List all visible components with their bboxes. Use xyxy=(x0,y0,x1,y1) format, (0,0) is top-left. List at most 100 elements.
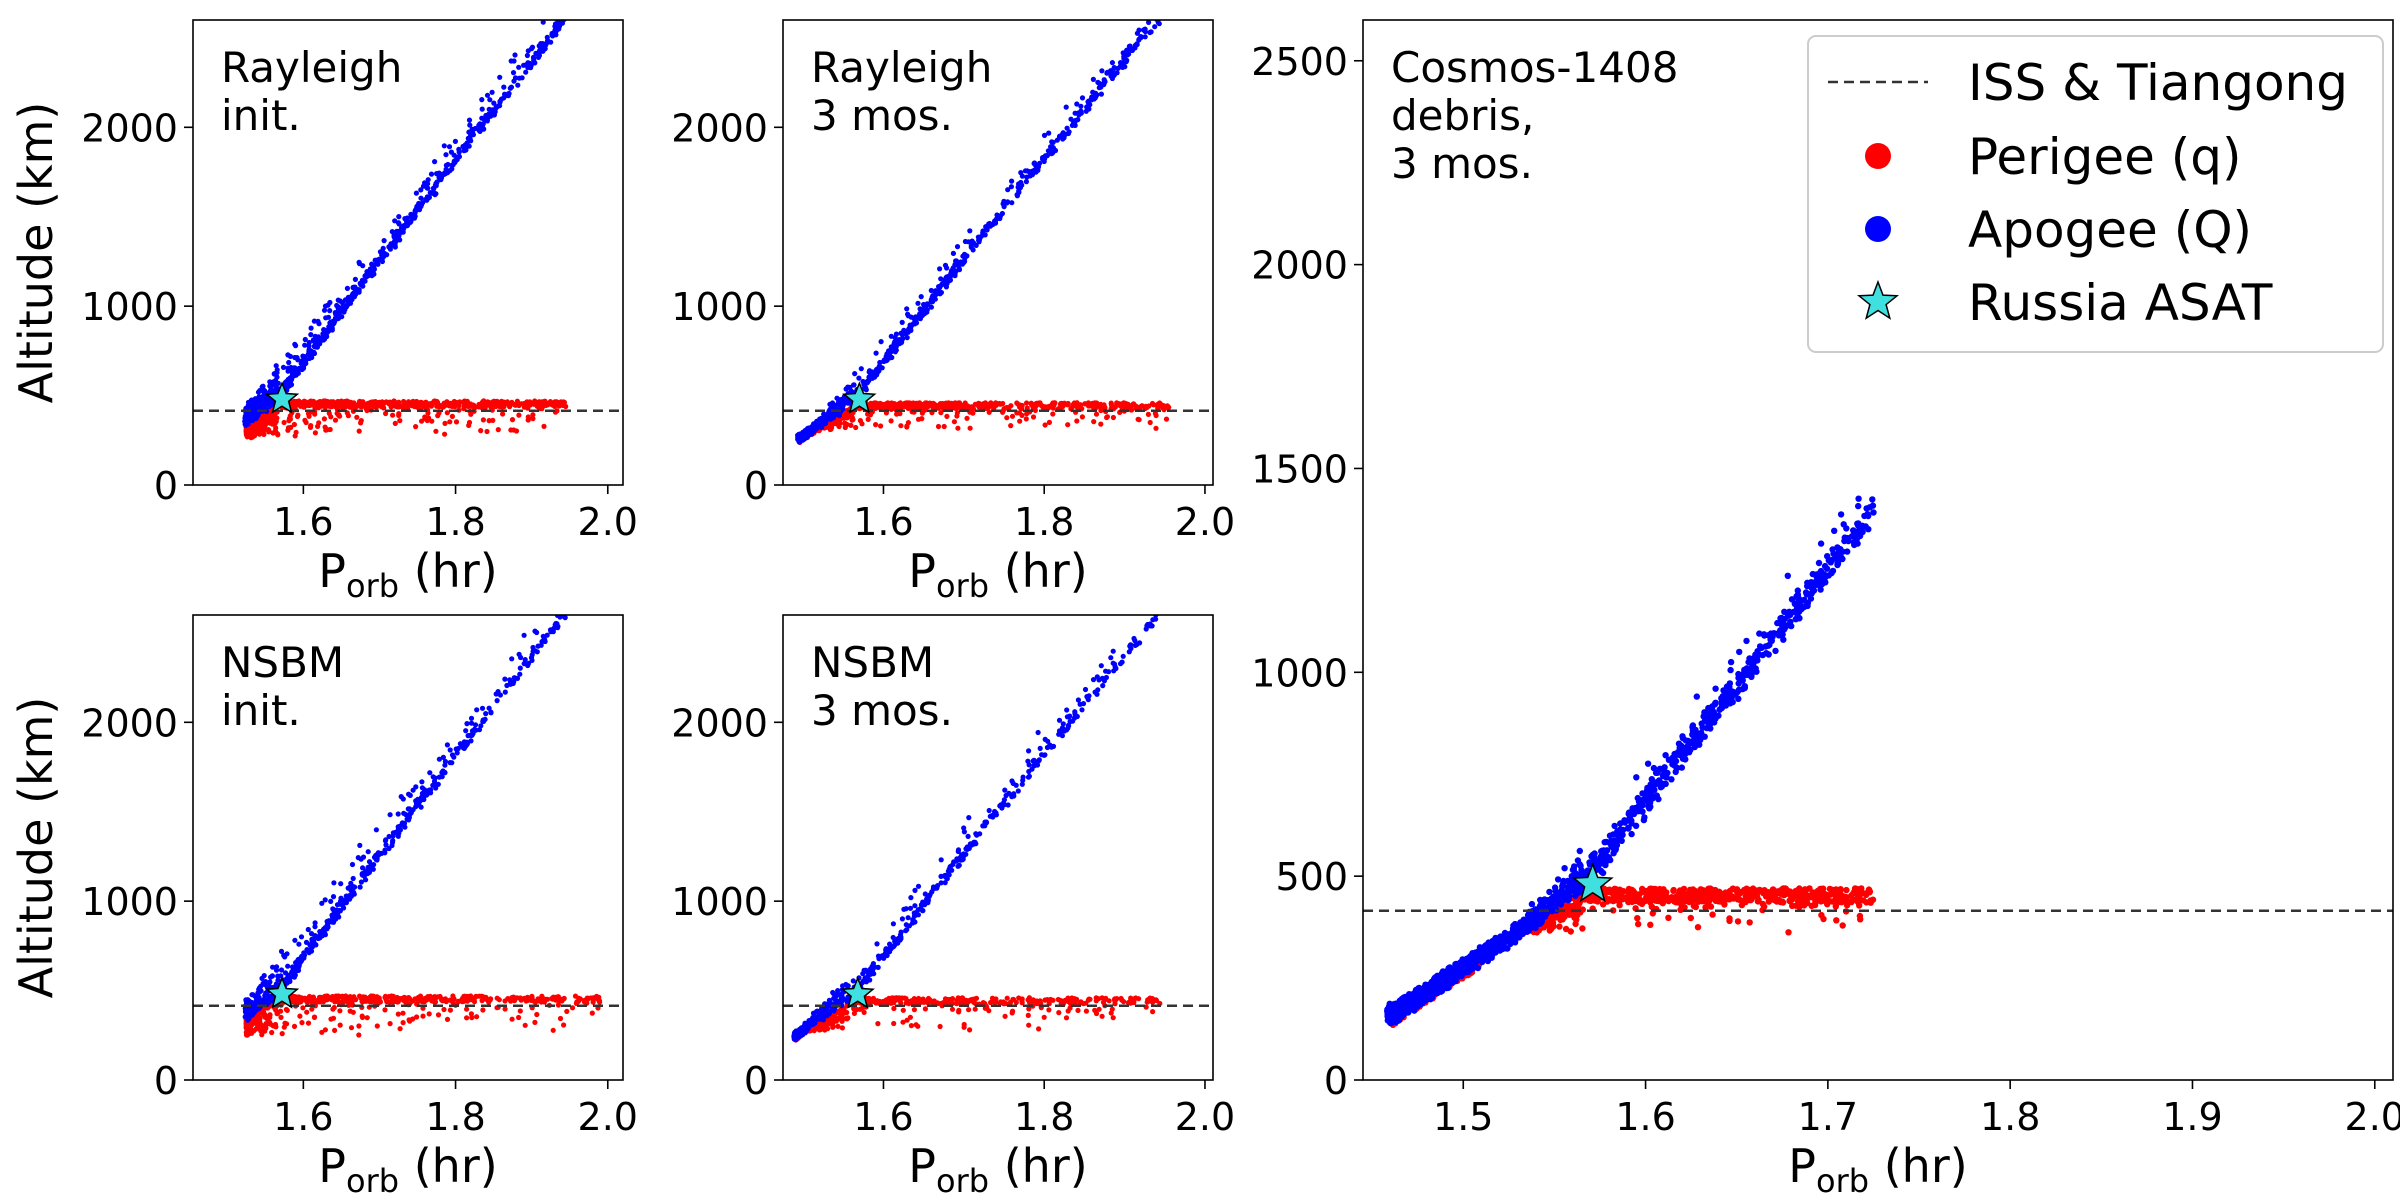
apogee-point xyxy=(410,787,416,793)
perigee-point xyxy=(466,419,473,426)
perigee-point xyxy=(356,428,362,434)
perigee-point xyxy=(955,425,961,431)
perigee-point xyxy=(1129,407,1135,413)
perigee-point xyxy=(536,404,543,410)
perigee-point xyxy=(296,398,302,404)
perigee-point xyxy=(449,413,455,419)
apogee-point xyxy=(1037,160,1043,166)
apogee-point xyxy=(1160,10,1165,15)
perigee-point xyxy=(300,401,306,407)
perigee-point xyxy=(248,1022,254,1028)
apogee-point xyxy=(484,92,491,98)
perigee-point xyxy=(367,998,373,1005)
apogee-point xyxy=(1136,36,1142,42)
perigee-point xyxy=(1030,414,1037,420)
perigee-point xyxy=(1155,401,1161,407)
perigee-point xyxy=(431,398,437,404)
apogee-point xyxy=(959,261,966,267)
apogee-point xyxy=(1111,65,1117,71)
perigee-point xyxy=(453,419,460,425)
apogee-point xyxy=(1034,165,1040,171)
apogee-point xyxy=(502,676,508,682)
x-axis-label: Porb (hr) xyxy=(318,544,497,605)
perigee-point xyxy=(470,404,477,410)
perigee-point xyxy=(447,1007,453,1013)
apogee-point xyxy=(479,97,485,103)
perigee-point xyxy=(490,417,496,423)
perigee-point xyxy=(253,1020,259,1026)
apogee-point xyxy=(1009,178,1015,184)
perigee-point xyxy=(450,993,456,999)
perigee-point xyxy=(1123,400,1129,407)
apogee-point xyxy=(571,590,576,595)
apogee-point xyxy=(552,23,558,29)
apogee-point xyxy=(510,70,517,76)
apogee-point xyxy=(802,431,809,437)
perigee-point xyxy=(307,424,314,430)
perigee-point xyxy=(564,1008,570,1015)
apogee-point xyxy=(430,774,436,780)
perigee-point xyxy=(553,994,559,1000)
perigee-point xyxy=(967,425,973,431)
apogee-point xyxy=(596,562,601,567)
perigee-point xyxy=(278,1014,284,1021)
perigee-point xyxy=(1000,409,1006,415)
apogee-point xyxy=(1076,112,1082,118)
perigee-point xyxy=(532,1019,538,1025)
apogee-point xyxy=(845,384,851,390)
x-tick-label: 1.8 xyxy=(425,500,485,544)
y-tick-label: 2000 xyxy=(671,106,768,150)
perigee-point xyxy=(1144,404,1150,411)
apogee-point xyxy=(356,289,362,295)
apogee-point xyxy=(440,754,446,761)
apogee-point xyxy=(487,97,493,103)
apogee-point xyxy=(387,246,393,252)
apogee-point xyxy=(521,62,527,68)
apogee-point xyxy=(443,162,449,168)
perigee-point xyxy=(848,422,854,428)
apogee-point xyxy=(899,332,905,338)
perigee-point xyxy=(432,994,438,1000)
apogee-point xyxy=(436,774,442,780)
apogee-point xyxy=(1163,5,1168,10)
apogee-point xyxy=(534,649,540,655)
apogee-point xyxy=(1008,184,1015,190)
perigee-point xyxy=(828,425,835,431)
apogee-point xyxy=(305,926,311,933)
perigee-point xyxy=(513,428,520,434)
perigee-point xyxy=(908,401,915,407)
apogee-point xyxy=(851,382,857,388)
perigee-point xyxy=(527,399,533,405)
perigee-point xyxy=(305,1020,312,1026)
perigee-point xyxy=(309,1006,315,1012)
apogee-point xyxy=(1023,179,1029,185)
apogee-point xyxy=(838,396,845,403)
apogee-point xyxy=(337,907,343,913)
apogee-point xyxy=(477,121,483,127)
perigee-point xyxy=(541,423,547,429)
apogee-point xyxy=(942,277,948,283)
panel-annotation: 3 mos. xyxy=(811,91,953,140)
apogee-point xyxy=(330,894,337,900)
perigee-point xyxy=(474,1014,480,1020)
apogee-point xyxy=(368,865,374,872)
perigee-point xyxy=(349,998,356,1004)
perigee-point xyxy=(915,416,922,422)
apogee-point xyxy=(312,920,318,926)
apogee-point xyxy=(274,367,280,373)
perigee-point xyxy=(322,424,328,430)
apogee-point xyxy=(419,785,425,791)
perigee-point xyxy=(441,1006,447,1013)
perigee-point xyxy=(1061,401,1067,407)
perigee-point xyxy=(884,401,890,407)
apogee-point xyxy=(1128,47,1134,53)
perigee-point xyxy=(424,417,430,424)
perigee-point xyxy=(455,999,461,1005)
apogee-point xyxy=(893,331,900,337)
perigee-point xyxy=(935,423,942,430)
perigee-point xyxy=(837,420,843,426)
apogee-point xyxy=(955,259,961,265)
perigee-point xyxy=(336,412,342,418)
apogee-point xyxy=(1090,76,1096,82)
